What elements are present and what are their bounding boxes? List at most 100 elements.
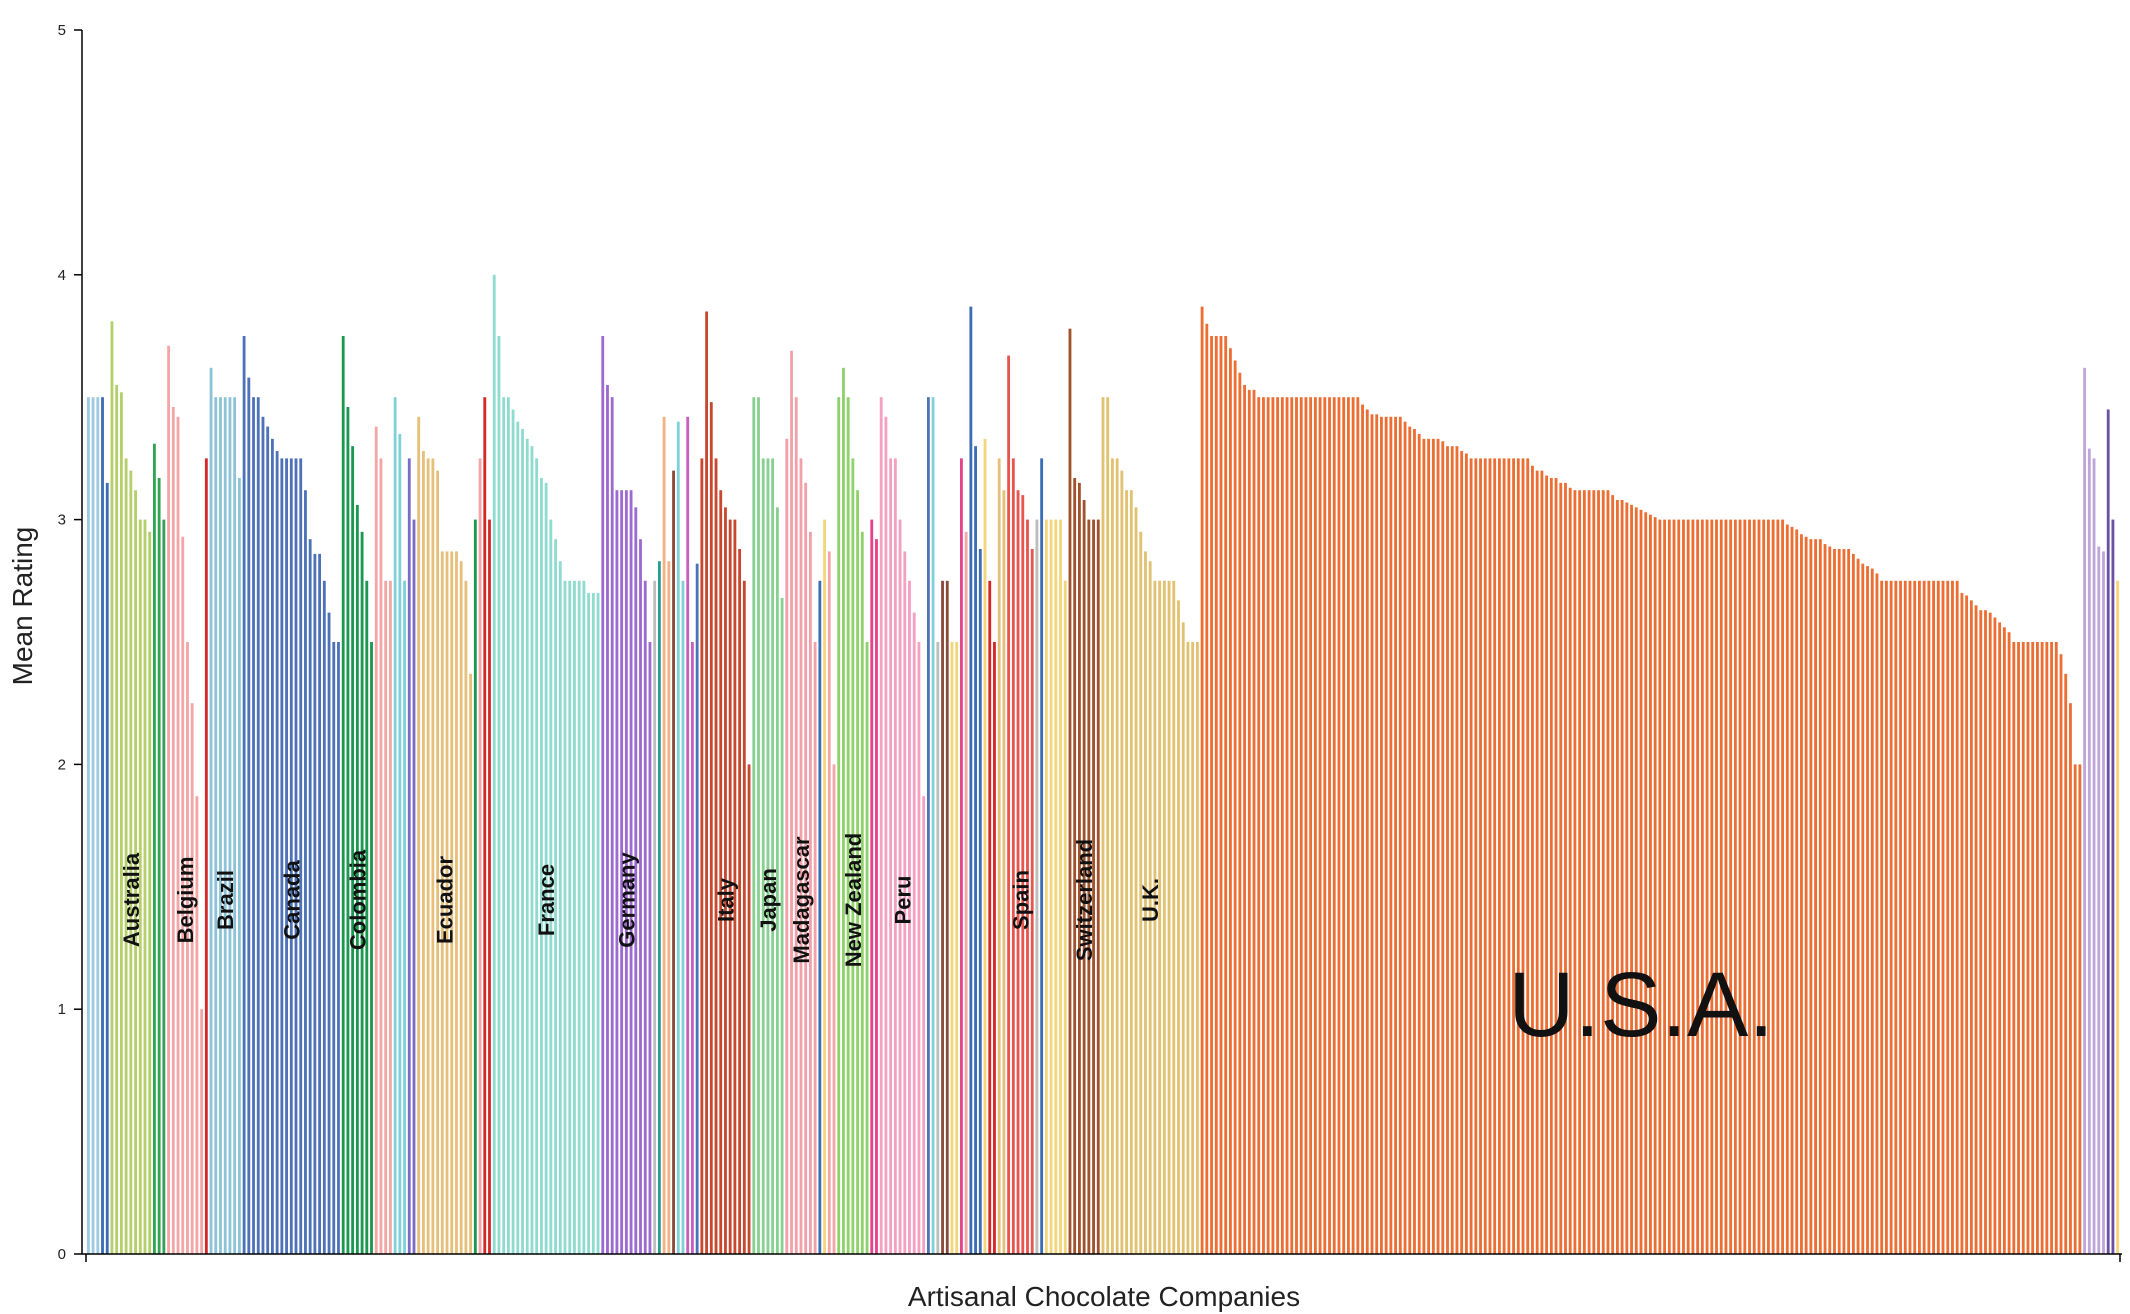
bar bbox=[549, 519, 553, 1254]
bar bbox=[1611, 495, 1615, 1254]
bar bbox=[1214, 336, 1218, 1254]
bar bbox=[1941, 580, 1945, 1254]
bar bbox=[473, 519, 477, 1254]
bar bbox=[374, 426, 378, 1255]
bar bbox=[1738, 519, 1742, 1254]
bar bbox=[1210, 336, 1213, 1254]
bar bbox=[695, 563, 699, 1254]
bar bbox=[1299, 397, 1303, 1254]
bar bbox=[1200, 306, 1204, 1254]
bar bbox=[1186, 642, 1190, 1254]
bar bbox=[917, 642, 921, 1254]
bar bbox=[153, 443, 156, 1255]
bar bbox=[624, 490, 628, 1255]
bar bbox=[1998, 622, 2002, 1254]
bar bbox=[1903, 580, 1907, 1254]
bar bbox=[119, 392, 123, 1254]
bar bbox=[544, 482, 548, 1254]
bar bbox=[351, 446, 355, 1254]
bar bbox=[1733, 519, 1737, 1254]
bar bbox=[582, 580, 586, 1254]
bar bbox=[1356, 397, 1360, 1254]
bar bbox=[1644, 512, 1648, 1254]
bar bbox=[1030, 548, 1034, 1254]
bar bbox=[1332, 397, 1336, 1254]
bar bbox=[1936, 580, 1940, 1254]
bar bbox=[1262, 397, 1265, 1254]
bar bbox=[1875, 573, 1879, 1254]
bar bbox=[1436, 438, 1440, 1254]
bar bbox=[450, 551, 454, 1254]
bar bbox=[1889, 580, 1893, 1254]
bar bbox=[775, 507, 779, 1254]
bar bbox=[308, 539, 312, 1254]
bar bbox=[851, 458, 855, 1254]
bar bbox=[846, 397, 850, 1254]
bar bbox=[1502, 458, 1506, 1254]
bar bbox=[1597, 490, 1600, 1255]
bar bbox=[1417, 433, 1421, 1254]
bar bbox=[332, 642, 336, 1254]
bar bbox=[115, 384, 119, 1255]
bar bbox=[1974, 605, 1978, 1254]
bar bbox=[983, 438, 987, 1254]
bar bbox=[1280, 397, 1284, 1254]
bar bbox=[337, 642, 340, 1254]
y-tick-label: 0 bbox=[58, 1246, 66, 1263]
bar bbox=[931, 397, 935, 1254]
bar bbox=[1167, 580, 1171, 1254]
bar bbox=[1318, 397, 1322, 1254]
bar bbox=[86, 397, 90, 1254]
bar bbox=[525, 438, 529, 1254]
country-label: Australia bbox=[119, 852, 144, 947]
bar bbox=[1955, 580, 1959, 1254]
bar bbox=[1540, 470, 1544, 1254]
bar bbox=[1101, 397, 1105, 1254]
bar bbox=[370, 642, 373, 1254]
bar bbox=[1549, 477, 1553, 1255]
bar bbox=[2069, 703, 2072, 1254]
bar bbox=[667, 561, 671, 1254]
bar bbox=[1932, 580, 1935, 1254]
bar bbox=[1271, 397, 1275, 1254]
axes-layer: 0 1 2 3 4 5 bbox=[58, 22, 2122, 1263]
bar bbox=[502, 397, 506, 1254]
bar bbox=[634, 507, 638, 1254]
bar bbox=[639, 539, 642, 1254]
bar bbox=[2102, 551, 2105, 1254]
bar bbox=[1233, 360, 1237, 1255]
bar bbox=[171, 406, 175, 1254]
bar bbox=[1620, 500, 1624, 1254]
bar bbox=[478, 458, 482, 1254]
bar bbox=[742, 580, 746, 1254]
bar bbox=[1073, 477, 1077, 1255]
bar bbox=[294, 458, 298, 1254]
bar bbox=[275, 451, 279, 1254]
bar bbox=[903, 551, 907, 1254]
bar bbox=[209, 367, 213, 1254]
bar bbox=[148, 531, 152, 1254]
bar bbox=[1988, 612, 1992, 1254]
bar bbox=[129, 470, 133, 1254]
bar bbox=[2045, 642, 2049, 1254]
bar bbox=[705, 311, 708, 1254]
bar bbox=[455, 551, 458, 1254]
bar bbox=[837, 397, 841, 1254]
bar bbox=[1545, 475, 1549, 1254]
country-label: Spain bbox=[1008, 870, 1033, 930]
bar bbox=[615, 490, 619, 1255]
bar bbox=[393, 397, 397, 1254]
bar bbox=[1498, 458, 1501, 1254]
bar bbox=[922, 796, 926, 1254]
bar bbox=[1290, 397, 1294, 1254]
bar bbox=[1767, 519, 1770, 1254]
bar bbox=[341, 336, 345, 1254]
bar bbox=[808, 531, 812, 1254]
bar bbox=[1011, 458, 1015, 1254]
bar bbox=[1087, 519, 1091, 1254]
bar bbox=[1804, 536, 1808, 1254]
bar bbox=[412, 519, 416, 1254]
bar bbox=[955, 642, 959, 1254]
bar bbox=[1054, 519, 1058, 1254]
bar bbox=[2021, 642, 2025, 1254]
